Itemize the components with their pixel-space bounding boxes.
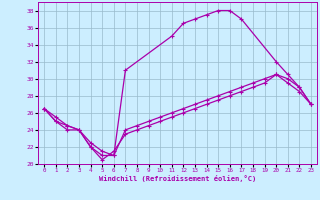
X-axis label: Windchill (Refroidissement éolien,°C): Windchill (Refroidissement éolien,°C) [99, 175, 256, 182]
